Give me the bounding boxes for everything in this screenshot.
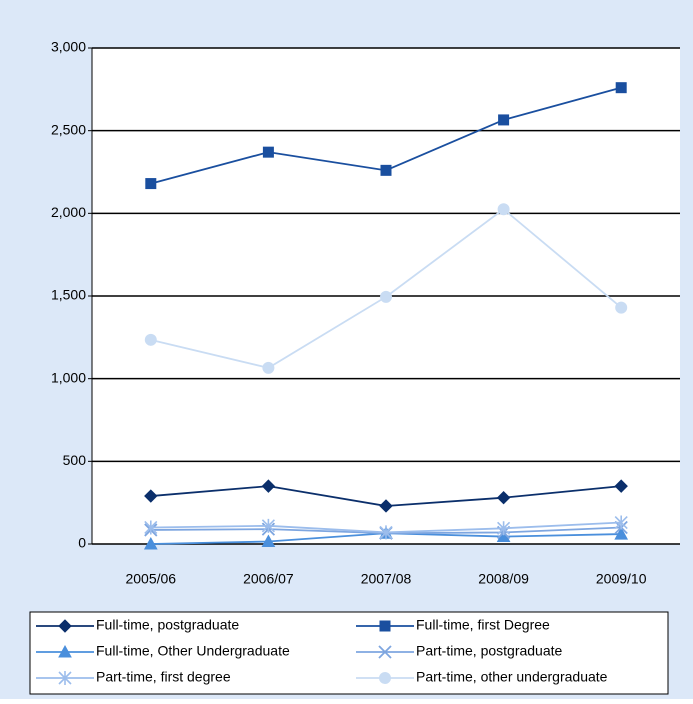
- data-point: [261, 479, 276, 493]
- legend-marker: [58, 619, 72, 633]
- data-point: [379, 525, 393, 540]
- data-point: [380, 164, 392, 176]
- x-tick-label: 2007/08: [361, 571, 412, 587]
- data-point: [614, 515, 628, 530]
- y-tick-label: 500: [63, 452, 87, 468]
- data-point: [144, 520, 158, 535]
- legend-label: Part-time, other undergraduate: [416, 669, 608, 685]
- data-point: [614, 527, 629, 540]
- y-tick-label: 2,000: [51, 204, 86, 220]
- legend-label: Part-time, first degree: [96, 669, 231, 685]
- data-point: [380, 290, 392, 303]
- x-tick-label: 2009/10: [596, 571, 647, 587]
- data-point: [261, 518, 275, 533]
- data-point: [496, 490, 511, 505]
- legend: [29, 611, 669, 695]
- data-point: [497, 521, 511, 536]
- legend-marker: [58, 671, 72, 685]
- data-point: [144, 333, 157, 346]
- y-tick-label: 1,500: [51, 287, 86, 303]
- y-tick-label: 2,500: [51, 121, 86, 137]
- legend-label: Part-time, postgraduate: [416, 643, 563, 659]
- legend-marker: [58, 644, 72, 658]
- y-tick-label: 1,000: [51, 369, 86, 385]
- y-tick-label: 0: [78, 535, 86, 551]
- x-tick-label: 2008/09: [478, 571, 529, 587]
- x-tick-label: 2005/06: [125, 571, 176, 587]
- data-point: [145, 178, 157, 190]
- legend-marker: [379, 672, 391, 684]
- data-point: [262, 361, 275, 374]
- data-point: [498, 114, 510, 126]
- legend-label: Full-time, Other Undergraduate: [96, 643, 290, 659]
- data-point: [615, 301, 628, 314]
- data-point: [497, 203, 510, 216]
- data-point: [614, 479, 628, 493]
- legend-marker: [378, 645, 392, 659]
- data-point: [143, 536, 158, 550]
- data-point: [379, 499, 393, 513]
- data-point: [144, 489, 158, 503]
- legend-marker: [379, 620, 391, 632]
- y-tick-label: 3,000: [51, 39, 86, 55]
- data-point: [261, 534, 276, 548]
- legend-label: Full-time, first Degree: [416, 617, 550, 633]
- legend-label: Full-time, postgraduate: [96, 617, 239, 633]
- data-point: [262, 146, 274, 158]
- data-point: [615, 82, 627, 94]
- x-tick-label: 2006/07: [243, 571, 294, 587]
